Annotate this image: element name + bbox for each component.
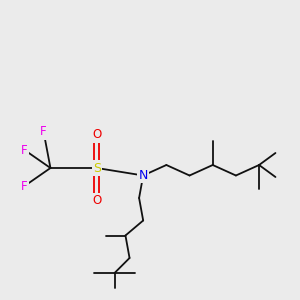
Text: N: N <box>139 169 148 182</box>
Text: F: F <box>21 179 28 193</box>
Text: S: S <box>93 161 101 175</box>
Text: O: O <box>92 128 101 142</box>
Text: O: O <box>92 194 101 208</box>
Text: F: F <box>40 125 47 139</box>
Text: F: F <box>21 143 28 157</box>
